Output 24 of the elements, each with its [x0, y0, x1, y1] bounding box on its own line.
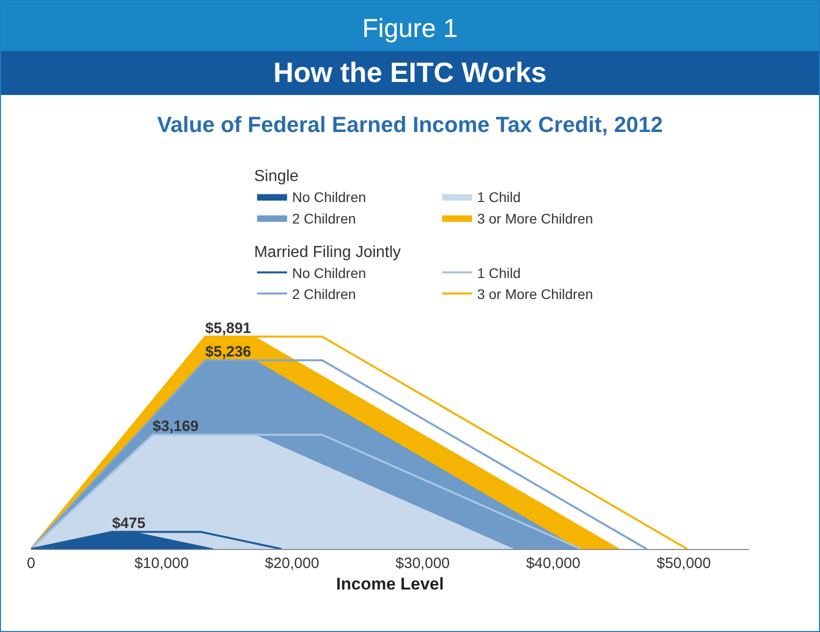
x-tick-label: $30,000 [396, 555, 450, 572]
chart-subtitle: Value of Federal Earned Income Tax Credit, 2012 [157, 112, 663, 137]
caption: Figure 1 [1, 1, 819, 51]
x-tick-label: $20,000 [264, 555, 320, 572]
legend-label: 1 Child [477, 264, 521, 281]
text: Single [254, 168, 299, 186]
legend-label: 1 Child [477, 189, 521, 206]
data-label: $5,891 [205, 320, 252, 337]
text: Married Filing Jointly [254, 244, 401, 261]
x-axis-title: Income Level [336, 574, 444, 594]
legend-label: No Children [292, 189, 366, 206]
legend-label: No Children [292, 264, 366, 281]
x-tick-label: $40,000 [526, 555, 580, 572]
legend-label: 2 Children [292, 210, 356, 226]
chart-title: How the EITC Works [1, 51, 819, 95]
x-tick-label: $10,000 [134, 555, 189, 572]
data-label: $5,236 [205, 344, 252, 361]
data-label: $3,169 [152, 418, 199, 436]
data-label: $475 [112, 515, 146, 532]
x-tick-label: $50,000 [656, 555, 711, 572]
legend-label: 3 or More Children [477, 210, 594, 226]
legend-label: 2 Children [292, 286, 356, 302]
legend-label: 3 or More Children [477, 286, 594, 302]
x-tick-label: 0 [26, 555, 36, 572]
